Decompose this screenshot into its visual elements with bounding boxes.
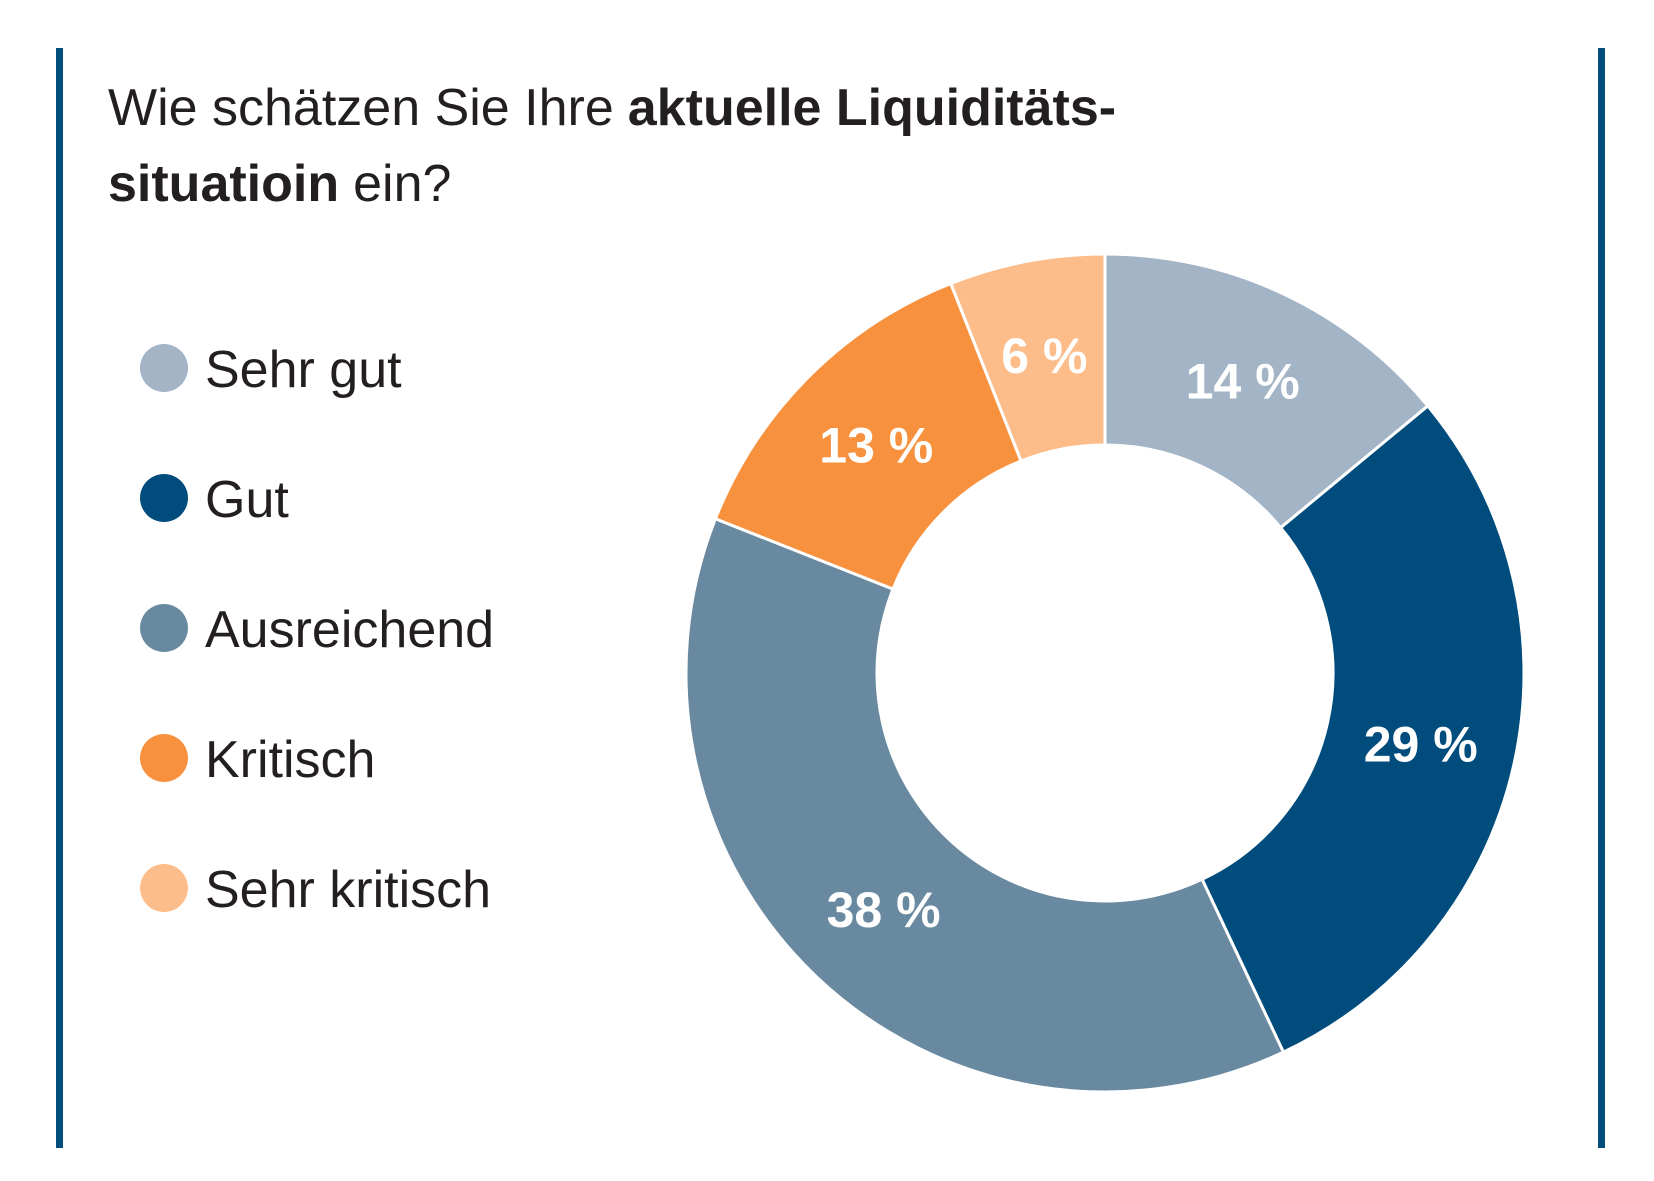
title-segment: aktuelle Liquiditäts- xyxy=(628,79,1116,137)
legend-label: Sehr kritisch xyxy=(205,861,491,919)
right-border xyxy=(1598,48,1605,1148)
data-label: 13 % xyxy=(819,417,933,473)
legend-label: Gut xyxy=(205,471,289,529)
chart-title: Wie schätzen Sie Ihre aktuelle Liquidität… xyxy=(108,79,1116,213)
title-line: situatioin ein? xyxy=(108,155,451,213)
donut-segment xyxy=(948,252,1107,463)
data-label: 14 % xyxy=(1186,353,1300,409)
data-label: 29 % xyxy=(1364,717,1478,773)
donut-segment xyxy=(1103,252,1430,530)
legend-label: Sehr gut xyxy=(205,341,402,399)
donut-segment xyxy=(1200,403,1526,1055)
legend-swatch xyxy=(140,864,188,912)
title-segment: Wie schätzen Sie Ihre xyxy=(108,79,614,137)
legend-label: Kritisch xyxy=(205,731,375,789)
data-label: 6 % xyxy=(1001,328,1087,384)
legend-swatch xyxy=(140,604,188,652)
legend: Sehr gut Gut Ausreichend Kritisch Sehr kriti… xyxy=(140,341,494,919)
donut-segment xyxy=(713,281,1024,592)
legend-swatch xyxy=(140,344,188,392)
data-label: 38 % xyxy=(827,882,941,938)
legend-swatch xyxy=(140,734,188,782)
title-segment: ein? xyxy=(353,155,451,213)
legend-label: Ausreichend xyxy=(205,601,494,659)
left-border xyxy=(56,48,63,1148)
donut-segment xyxy=(684,516,1286,1094)
donut: 14 % 29 % 38 % 13 % 6 % xyxy=(684,252,1526,1094)
legend-swatch xyxy=(140,474,188,522)
title-segment: situatioin xyxy=(108,155,339,213)
title-line: Wie schätzen Sie Ihre aktuelle Liquidität… xyxy=(108,79,1116,137)
